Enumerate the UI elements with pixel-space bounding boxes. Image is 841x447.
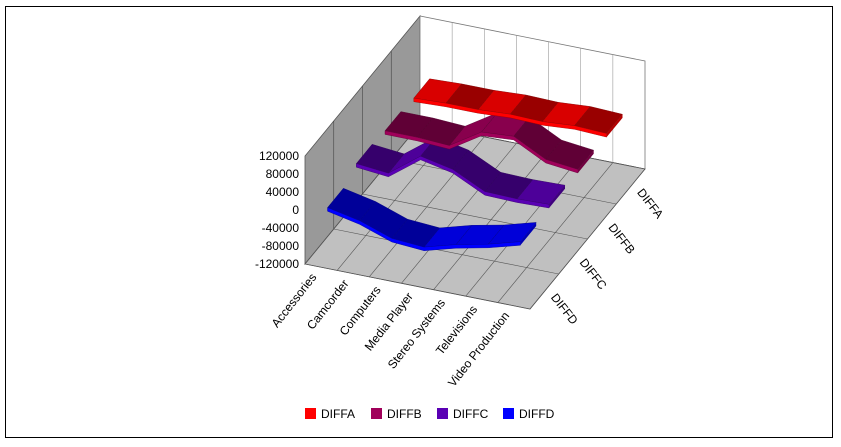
y-tick-label: 0 bbox=[292, 203, 299, 217]
series-end-cap bbox=[520, 222, 537, 246]
legend-swatch bbox=[371, 408, 382, 419]
series-end-cap bbox=[577, 150, 594, 173]
floor-gridline-series bbox=[333, 228, 559, 275]
y-tick-label: -40000 bbox=[262, 221, 300, 235]
depth-tick-label: DIFFD bbox=[548, 291, 581, 328]
legend-item-diffd: DIFFD bbox=[503, 407, 555, 421]
depth-tick-label: DIFFB bbox=[606, 221, 638, 257]
floor-gridline-series bbox=[362, 193, 588, 240]
floor-gridline-series bbox=[304, 263, 531, 310]
y-axis-ticks: 120000 80000 40000 0 -40000 -80000 -120000 bbox=[255, 149, 299, 271]
series-layer bbox=[327, 78, 623, 251]
series-diffa bbox=[413, 78, 623, 138]
y-tick-label: 80000 bbox=[266, 167, 300, 181]
series-diffd bbox=[327, 188, 537, 251]
series-end-cap bbox=[606, 114, 623, 138]
y-tick-label: -120000 bbox=[255, 257, 299, 271]
legend-label: DIFFD bbox=[519, 407, 555, 421]
legend-swatch bbox=[503, 408, 514, 419]
legend-item-diffb: DIFFB bbox=[371, 407, 422, 421]
legend-label: DIFFA bbox=[321, 407, 355, 421]
legend-label: DIFFB bbox=[387, 407, 422, 421]
y-tick-label: 40000 bbox=[266, 185, 300, 199]
legend-item-diffc: DIFFC bbox=[437, 407, 489, 421]
y-tick-label: -80000 bbox=[262, 239, 300, 253]
depth-tick-label: DIFFA bbox=[634, 186, 666, 221]
legend-swatch bbox=[437, 408, 448, 419]
legend-label: DIFFC bbox=[453, 407, 489, 421]
legend-swatch bbox=[305, 408, 316, 419]
legend-item-diffa: DIFFA bbox=[305, 407, 355, 421]
depth-tick-label: DIFFC bbox=[577, 256, 610, 293]
legend: DIFFA DIFFB DIFFC DIFFD bbox=[305, 407, 555, 421]
series-end-cap bbox=[549, 185, 565, 208]
y-tick-label: 120000 bbox=[259, 149, 299, 163]
